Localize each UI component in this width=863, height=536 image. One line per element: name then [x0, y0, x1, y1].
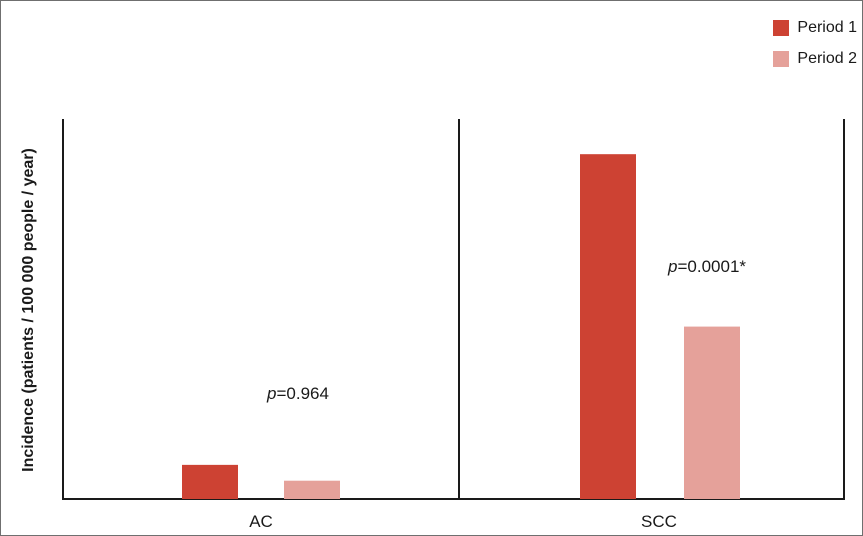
bar-ac-period-1 — [182, 464, 238, 499]
legend-label-period-2: Period 2 — [797, 49, 857, 67]
bar-ac-period-2 — [284, 480, 340, 499]
legend-item-period-1: Period 1 — [773, 16, 857, 39]
bars-group — [182, 154, 740, 499]
p-value-annotation-ac: p=0.964 — [267, 384, 329, 404]
p-value-text-scc: =0.0001* — [677, 257, 747, 276]
legend: Period 1 Period 2 — [773, 16, 857, 78]
y-axis-label: Incidence (patients / 100 000 people / y… — [20, 148, 37, 472]
bar-scc-period-2 — [684, 326, 740, 499]
legend-swatch-period-2 — [773, 50, 790, 67]
p-value-annotation-scc: p=0.0001* — [668, 257, 746, 277]
p-value-text-ac: =0.964 — [276, 384, 329, 403]
x-tick-label-scc: SCC — [641, 512, 677, 531]
p-symbol-scc: p — [668, 257, 678, 276]
p-symbol-ac: p — [267, 384, 277, 403]
bar-scc-period-1 — [580, 154, 636, 499]
legend-swatch-period-1 — [773, 19, 790, 36]
x-tick-label-ac: AC — [249, 512, 273, 531]
legend-label-period-1: Period 1 — [797, 18, 857, 36]
legend-item-period-2: Period 2 — [773, 47, 857, 70]
